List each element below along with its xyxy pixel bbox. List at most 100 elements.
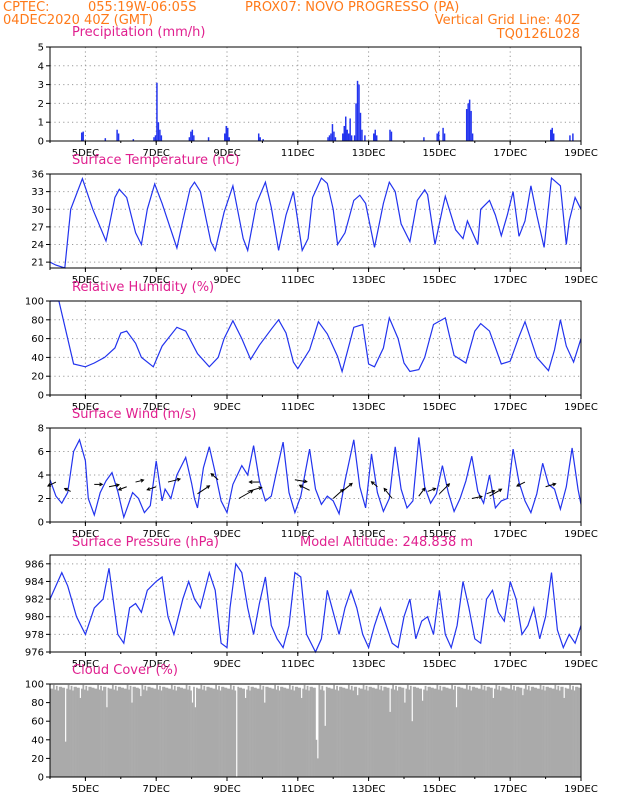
cloud-bar bbox=[107, 687, 110, 777]
precip-bar bbox=[342, 133, 344, 141]
precip-bar bbox=[82, 131, 84, 141]
x-tick-label: 19DEC bbox=[564, 659, 598, 670]
cloud-bar bbox=[78, 687, 80, 777]
cloud-bar bbox=[460, 687, 462, 777]
x-tick-label: 17DEC bbox=[493, 275, 527, 286]
cloud-bar bbox=[389, 711, 392, 777]
precip-bar bbox=[436, 133, 438, 141]
cloud-bar bbox=[89, 686, 92, 777]
cloud-bar bbox=[157, 689, 160, 777]
header-coords: 055:19W-06:05S bbox=[88, 0, 196, 15]
cloud-bar bbox=[538, 688, 540, 777]
y-tick-label: 60 bbox=[31, 717, 44, 728]
precip-bar bbox=[132, 139, 135, 141]
cloud-bar bbox=[260, 689, 263, 777]
cloud-bar bbox=[526, 689, 529, 777]
cloud-bar bbox=[485, 690, 487, 777]
cloud-bar bbox=[104, 686, 107, 777]
x-tick-label: 17DEC bbox=[493, 402, 527, 413]
precip-bar bbox=[375, 135, 378, 141]
x-tick-label: 13DEC bbox=[352, 659, 386, 670]
precip-bar bbox=[188, 137, 191, 141]
cloud-bar bbox=[150, 687, 153, 777]
cloud-bar bbox=[406, 684, 409, 777]
cloud-bar bbox=[79, 697, 82, 777]
cloud-bar bbox=[523, 688, 526, 777]
cloud-bar bbox=[269, 687, 272, 777]
cloud-bar bbox=[533, 687, 536, 777]
cloud-bar bbox=[327, 687, 330, 777]
y-tick-label: 8 bbox=[38, 424, 44, 435]
precip-bar bbox=[356, 80, 359, 141]
precip-bar bbox=[157, 122, 160, 141]
y-tick-label: 80 bbox=[31, 698, 44, 709]
cloud-bar bbox=[306, 685, 309, 777]
x-tick-label: 7DEC bbox=[143, 148, 170, 159]
cloud-bar bbox=[420, 688, 422, 777]
cloud-bar bbox=[482, 689, 484, 777]
cloud-bar bbox=[263, 702, 266, 777]
cloud-bar bbox=[550, 687, 552, 777]
panel-frame bbox=[49, 173, 582, 269]
wind-arrow-head bbox=[210, 473, 215, 477]
cloud-bar bbox=[243, 688, 245, 777]
wind-arrow bbox=[135, 479, 144, 483]
cloud-bar bbox=[440, 690, 443, 777]
cloud-bar bbox=[203, 685, 206, 777]
wind-arrow-head bbox=[498, 488, 503, 493]
cloud-bar bbox=[148, 686, 151, 777]
cloud-bar bbox=[495, 684, 498, 777]
cloud-bar bbox=[268, 687, 271, 777]
cloud-bar bbox=[417, 687, 420, 777]
cloud-bar bbox=[194, 707, 197, 777]
cloud-bar bbox=[480, 684, 483, 777]
precip-bar bbox=[328, 135, 331, 141]
panel-2: Relative Humidity (%) 0 20 40 60 80 100 5DEC 7DE… bbox=[25, 280, 598, 413]
cloud-bar bbox=[67, 684, 70, 777]
cloud-bar bbox=[457, 686, 459, 777]
precip-bar bbox=[569, 135, 571, 141]
x-tick-label: 13DEC bbox=[352, 784, 386, 795]
cloud-bar bbox=[544, 690, 546, 777]
cloud-bar bbox=[128, 689, 130, 777]
cloud-bar bbox=[252, 686, 254, 777]
precip-bar bbox=[350, 135, 353, 141]
cloud-bar bbox=[271, 688, 274, 777]
cloud-bar bbox=[117, 686, 120, 777]
cloud-bar bbox=[377, 684, 380, 777]
cloud-bar bbox=[176, 686, 179, 777]
y-tick-label: 1 bbox=[38, 118, 44, 129]
precip-bar bbox=[190, 131, 192, 141]
cloud-bar bbox=[386, 687, 389, 777]
precip-bar bbox=[552, 133, 555, 141]
cloud-bar bbox=[499, 690, 502, 777]
cloud-bar bbox=[76, 687, 79, 777]
cloud-bar bbox=[181, 687, 184, 777]
cloud-bar bbox=[314, 687, 316, 777]
cloud-bar bbox=[266, 686, 269, 777]
cloud-bar bbox=[501, 686, 504, 777]
cloud-bar bbox=[50, 688, 52, 777]
cloud-bar bbox=[210, 687, 213, 777]
cloud-bar bbox=[188, 685, 191, 777]
precip-bar bbox=[104, 138, 107, 141]
cloud-bar bbox=[57, 690, 60, 777]
cloud-bar bbox=[514, 690, 517, 777]
wind-arrow-head bbox=[146, 487, 151, 491]
cloud-bar bbox=[358, 687, 361, 777]
cloud-bar bbox=[175, 690, 178, 777]
precip-bar bbox=[468, 99, 471, 141]
cloud-bar bbox=[401, 687, 403, 777]
cloud-bar bbox=[315, 739, 318, 777]
cloud-bar bbox=[479, 688, 481, 777]
cloud-bar bbox=[426, 690, 428, 777]
cloud-bar bbox=[442, 686, 445, 777]
wind-arrow bbox=[489, 488, 502, 497]
cloud-bar bbox=[463, 688, 465, 777]
cloud-bar bbox=[346, 688, 349, 777]
cloud-bar bbox=[178, 686, 181, 777]
precip-bar bbox=[353, 135, 356, 141]
precip-bar bbox=[80, 132, 83, 141]
cloud-bar bbox=[193, 686, 195, 777]
header-date: 04DEC2020 40Z (GMT) bbox=[3, 13, 153, 28]
